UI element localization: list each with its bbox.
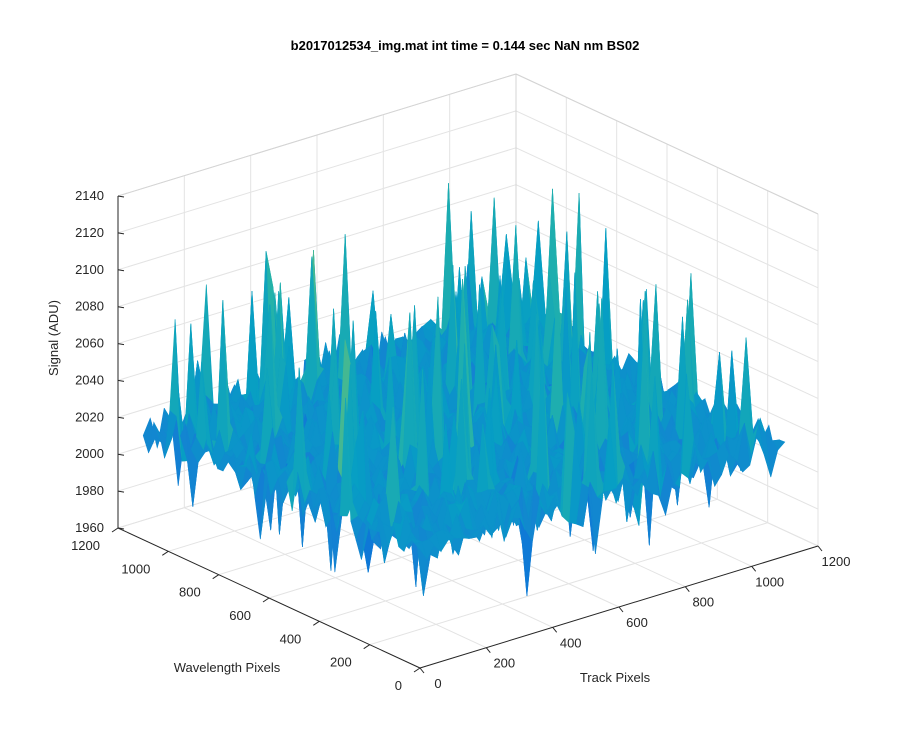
x-tick-mark	[618, 606, 624, 613]
z-axis-label: Signal (ADU)	[46, 300, 61, 376]
z-tick-label: 2060	[75, 336, 104, 351]
x-tick-label: 400	[560, 635, 582, 650]
surface-patch	[414, 541, 428, 560]
z-tick-label: 2020	[75, 409, 104, 424]
z-tick-mark	[117, 232, 125, 235]
x-tick-label: 0	[434, 676, 441, 691]
y-tick-mark	[262, 597, 270, 603]
x-tick-mark	[485, 647, 491, 654]
x-tick-label: 800	[692, 595, 714, 610]
y-tick-mark	[212, 574, 219, 580]
y-tick-label: 0	[395, 678, 402, 693]
y-tick-label: 1200	[71, 538, 100, 553]
x-tick-mark	[684, 586, 690, 593]
grid-line-y-floor	[369, 522, 768, 646]
z-tick-mark	[117, 195, 125, 198]
grid-line-z-side	[515, 147, 819, 289]
grid-line-z-back	[117, 110, 517, 234]
x-tick-label: 1200	[822, 554, 851, 569]
z-tick-label: 2100	[75, 262, 104, 277]
y-tick-label: 1000	[121, 561, 150, 576]
x-tick-mark	[419, 667, 425, 674]
z-tick-mark	[117, 453, 125, 456]
z-tick-label: 2000	[75, 446, 104, 461]
grid-line-z-side	[515, 110, 819, 252]
x-tick-mark	[751, 565, 757, 572]
y-tick-label: 400	[280, 631, 302, 646]
y-tick-label: 200	[330, 655, 352, 670]
z-tick-mark	[117, 379, 125, 382]
z-tick-label: 2080	[75, 299, 104, 314]
chart-title: b2017012534_img.mat int time = 0.144 sec…	[291, 38, 640, 53]
axes	[111, 195, 823, 674]
surface-mesh	[142, 183, 786, 596]
z-tick-mark	[117, 416, 125, 419]
z-tick-label: 2120	[75, 225, 104, 240]
z-tick-mark	[117, 490, 125, 493]
y-tick-label: 600	[229, 608, 251, 623]
y-tick-label: 800	[179, 585, 201, 600]
x-tick-label: 1000	[755, 574, 784, 589]
box-edge	[117, 73, 517, 197]
z-tick-label: 1980	[75, 483, 104, 498]
z-tick-mark	[117, 269, 125, 272]
z-tick-label: 2040	[75, 372, 104, 387]
box-edge	[515, 73, 819, 215]
x-tick-mark	[552, 626, 558, 633]
z-tick-mark	[117, 343, 125, 346]
z-tick-mark	[117, 527, 125, 530]
z-tick-label: 2140	[75, 188, 104, 203]
y-tick-mark	[313, 620, 320, 626]
y-tick-mark	[413, 667, 421, 673]
z-tick-label: 1960	[75, 520, 104, 535]
y-axis-label: Wavelength Pixels	[174, 660, 281, 675]
x-tick-label: 200	[493, 656, 515, 671]
x-axis-label: Track Pixels	[580, 670, 651, 685]
grid-line-z-back	[117, 147, 517, 271]
tick-labels: 0 200 400 600 800 1000 1200 0 200 400 600 800 1000 12…	[71, 188, 850, 693]
y-tick-mark	[111, 527, 119, 533]
y-tick-mark	[162, 550, 169, 556]
x-tick-label: 600	[626, 615, 648, 630]
grid-line-z-side	[515, 184, 819, 326]
x-tick-mark	[817, 545, 823, 552]
z-tick-mark	[117, 306, 125, 309]
y-tick-mark	[363, 644, 370, 650]
